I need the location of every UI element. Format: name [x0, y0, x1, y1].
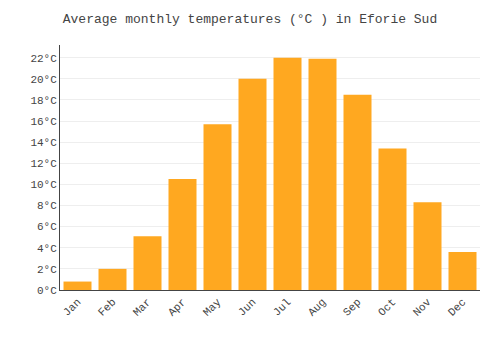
svg-text:Oct: Oct	[376, 296, 398, 318]
svg-text:Nov: Nov	[411, 296, 434, 319]
svg-text:0°C: 0°C	[37, 285, 57, 297]
svg-text:Aug: Aug	[306, 296, 328, 318]
svg-text:16°C: 16°C	[30, 116, 57, 128]
svg-text:Sep: Sep	[341, 296, 363, 318]
svg-text:Feb: Feb	[96, 296, 118, 318]
svg-text:2°C: 2°C	[37, 264, 57, 276]
svg-text:Jul: Jul	[271, 296, 293, 318]
svg-text:Apr: Apr	[166, 296, 188, 318]
svg-text:18°C: 18°C	[30, 95, 57, 107]
svg-text:12°C: 12°C	[30, 158, 57, 170]
svg-text:4°C: 4°C	[37, 243, 57, 255]
svg-text:Average monthly temperatures (: Average monthly temperatures (°C ) in Ef…	[63, 12, 437, 27]
svg-text:8°C: 8°C	[37, 200, 57, 212]
svg-text:May: May	[201, 296, 224, 319]
svg-text:14°C: 14°C	[30, 137, 57, 149]
svg-text:6°C: 6°C	[37, 221, 57, 233]
svg-text:Dec: Dec	[446, 296, 468, 318]
svg-text:20°C: 20°C	[30, 74, 57, 86]
svg-text:10°C: 10°C	[30, 179, 57, 191]
svg-text:Mar: Mar	[131, 296, 153, 318]
svg-text:Jun: Jun	[236, 296, 258, 318]
svg-text:Jan: Jan	[61, 296, 83, 318]
svg-text:22°C: 22°C	[30, 53, 57, 65]
